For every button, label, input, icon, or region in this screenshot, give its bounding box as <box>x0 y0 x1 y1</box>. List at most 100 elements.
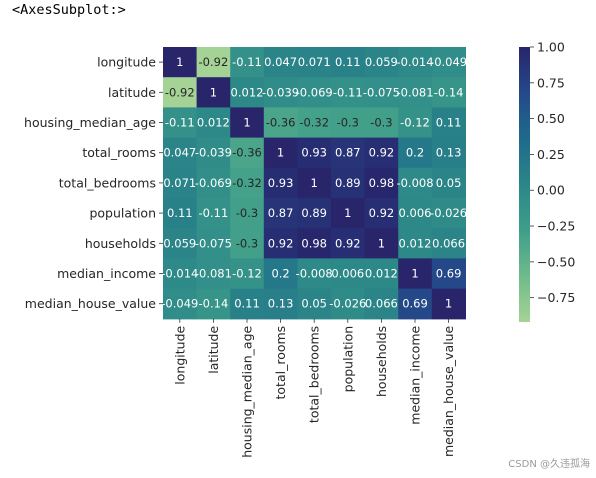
heatmap-cell <box>364 47 399 78</box>
cell-annotation: -0.081 <box>396 85 433 99</box>
y-tick-label: total_rooms <box>82 145 156 160</box>
cell-annotation: 0.13 <box>436 146 462 160</box>
heatmap-cell <box>331 288 366 320</box>
heatmap-cell <box>398 288 433 320</box>
cell-annotation: 0.92 <box>335 236 361 250</box>
cell-annotation: -0.014 <box>396 55 433 69</box>
heatmap-cell <box>398 228 433 259</box>
heatmap-cell <box>263 288 298 320</box>
heatmap-cell <box>331 167 366 199</box>
cell-annotation: 0.066 <box>365 297 398 311</box>
cell-annotation: 1 <box>311 176 318 190</box>
cell-annotation: 0.066 <box>432 236 465 250</box>
colorbar-gradient <box>519 47 530 322</box>
cell-annotation: -0.36 <box>232 146 262 160</box>
heatmap-cell <box>331 47 366 78</box>
cell-annotation: 0.92 <box>369 206 395 220</box>
y-tick-label: median_house_value <box>25 296 157 311</box>
heatmap-cell <box>364 228 399 259</box>
heatmap-cell <box>230 228 265 259</box>
heatmap-cell <box>297 77 332 108</box>
cell-annotation: 1 <box>411 267 418 281</box>
heatmap-cell <box>196 107 231 139</box>
cell-annotation: -0.3 <box>236 236 258 250</box>
cell-annotation: -0.069 <box>195 176 232 190</box>
cell-annotation: 0.006 <box>331 267 364 281</box>
cell-annotation: -0.14 <box>199 297 229 311</box>
cell-annotation: 1 <box>378 236 385 250</box>
cell-annotation: 0.89 <box>335 176 361 190</box>
y-tick-label: population <box>89 206 156 221</box>
y-tick-label: total_bedrooms <box>59 175 156 190</box>
cell-annotation: -0.14 <box>434 85 464 99</box>
cell-annotation: -0.049 <box>430 55 467 69</box>
heatmap-cell <box>331 137 366 169</box>
colorbar-tick-label: 0.50 <box>537 111 565 126</box>
cell-annotation: -0.3 <box>337 116 359 130</box>
y-axis-tick-labels: longitude latitude housing_median_agetotal… <box>24 55 163 311</box>
x-axis-tick-labels: longitude latitude housing_median_age total… <box>172 318 456 458</box>
heatmap-cell <box>297 137 332 169</box>
heatmap-cell <box>297 107 332 139</box>
heatmap-cell <box>263 258 298 290</box>
heatmap-annotations: 1 -0.92 -0.11 0.047 0.071 0.11 0.059-0.014-0.0… <box>161 55 467 311</box>
colorbar: 1.00 0.75 0.50 0.25 0.00 −0.25 −0.50 −0.75 <box>519 40 575 322</box>
heatmap-cell <box>431 137 466 169</box>
colorbar-tick-label: 0.00 <box>537 183 565 198</box>
heatmap-cell <box>196 288 231 320</box>
heatmap-cell <box>263 137 298 169</box>
x-tick-label: housing_median_age <box>240 325 255 457</box>
cell-annotation: 0.059 <box>365 55 398 69</box>
cell-annotation: -0.039 <box>195 146 232 160</box>
heatmap-cell <box>163 288 198 320</box>
cell-annotation: 0.11 <box>234 297 260 311</box>
colorbar-tick-label: 0.25 <box>537 147 565 162</box>
heatmap-cell <box>431 228 466 259</box>
y-tick-label: housing_median_age <box>24 115 156 130</box>
cell-annotation: 0.11 <box>436 116 462 130</box>
heatmap-cell <box>196 167 231 199</box>
y-tick-label: longitude <box>97 55 156 70</box>
cell-annotation: -0.075 <box>363 85 400 99</box>
cell-annotation: 0.11 <box>335 55 361 69</box>
heatmap-cell <box>230 77 265 108</box>
colorbar-tick-label: −0.75 <box>537 290 575 305</box>
cell-annotation: -0.92 <box>199 55 229 69</box>
heatmap-cell <box>431 77 466 108</box>
heatmap-cell <box>364 107 399 139</box>
cell-annotation: -0.039 <box>262 85 299 99</box>
cell-annotation: 0.071 <box>163 176 196 190</box>
y-tick-label: households <box>85 236 156 251</box>
cell-annotation: 0.92 <box>369 146 395 160</box>
heatmap-cell <box>398 258 433 290</box>
heatmap-cell <box>364 77 399 108</box>
heatmap-cell <box>230 288 265 320</box>
cell-annotation: 0.69 <box>436 267 462 281</box>
colorbar-tick-label: 1.00 <box>537 40 565 55</box>
heatmap-cell <box>196 198 231 229</box>
heatmap-cell <box>230 107 265 139</box>
heatmap-cell <box>398 77 433 108</box>
cell-annotation: -0.12 <box>400 116 430 130</box>
cell-annotation: -0.11 <box>199 206 229 220</box>
heatmap-cell <box>163 107 198 139</box>
cell-annotation: 0.87 <box>335 146 361 160</box>
heatmap-cell <box>431 258 466 290</box>
heatmap-cell <box>431 47 466 78</box>
cell-annotation: 0.98 <box>301 236 327 250</box>
watermark-text: CSDN @久违孤海 <box>508 459 590 470</box>
cell-annotation: -0.12 <box>232 267 262 281</box>
heatmap-cell <box>196 137 231 169</box>
cell-annotation: 0.047 <box>163 146 196 160</box>
cell-annotation: 0.071 <box>298 55 331 69</box>
heatmap-cell <box>431 107 466 139</box>
cell-annotation: -0.11 <box>333 85 363 99</box>
heatmap-cell <box>230 258 265 290</box>
heatmap-cell <box>398 137 433 169</box>
heatmap-cell <box>196 258 231 290</box>
heatmap-cells <box>163 47 466 320</box>
x-tick-label: total_bedrooms <box>307 326 322 423</box>
cell-annotation: -0.075 <box>195 236 232 250</box>
heatmap-cell <box>163 167 198 199</box>
